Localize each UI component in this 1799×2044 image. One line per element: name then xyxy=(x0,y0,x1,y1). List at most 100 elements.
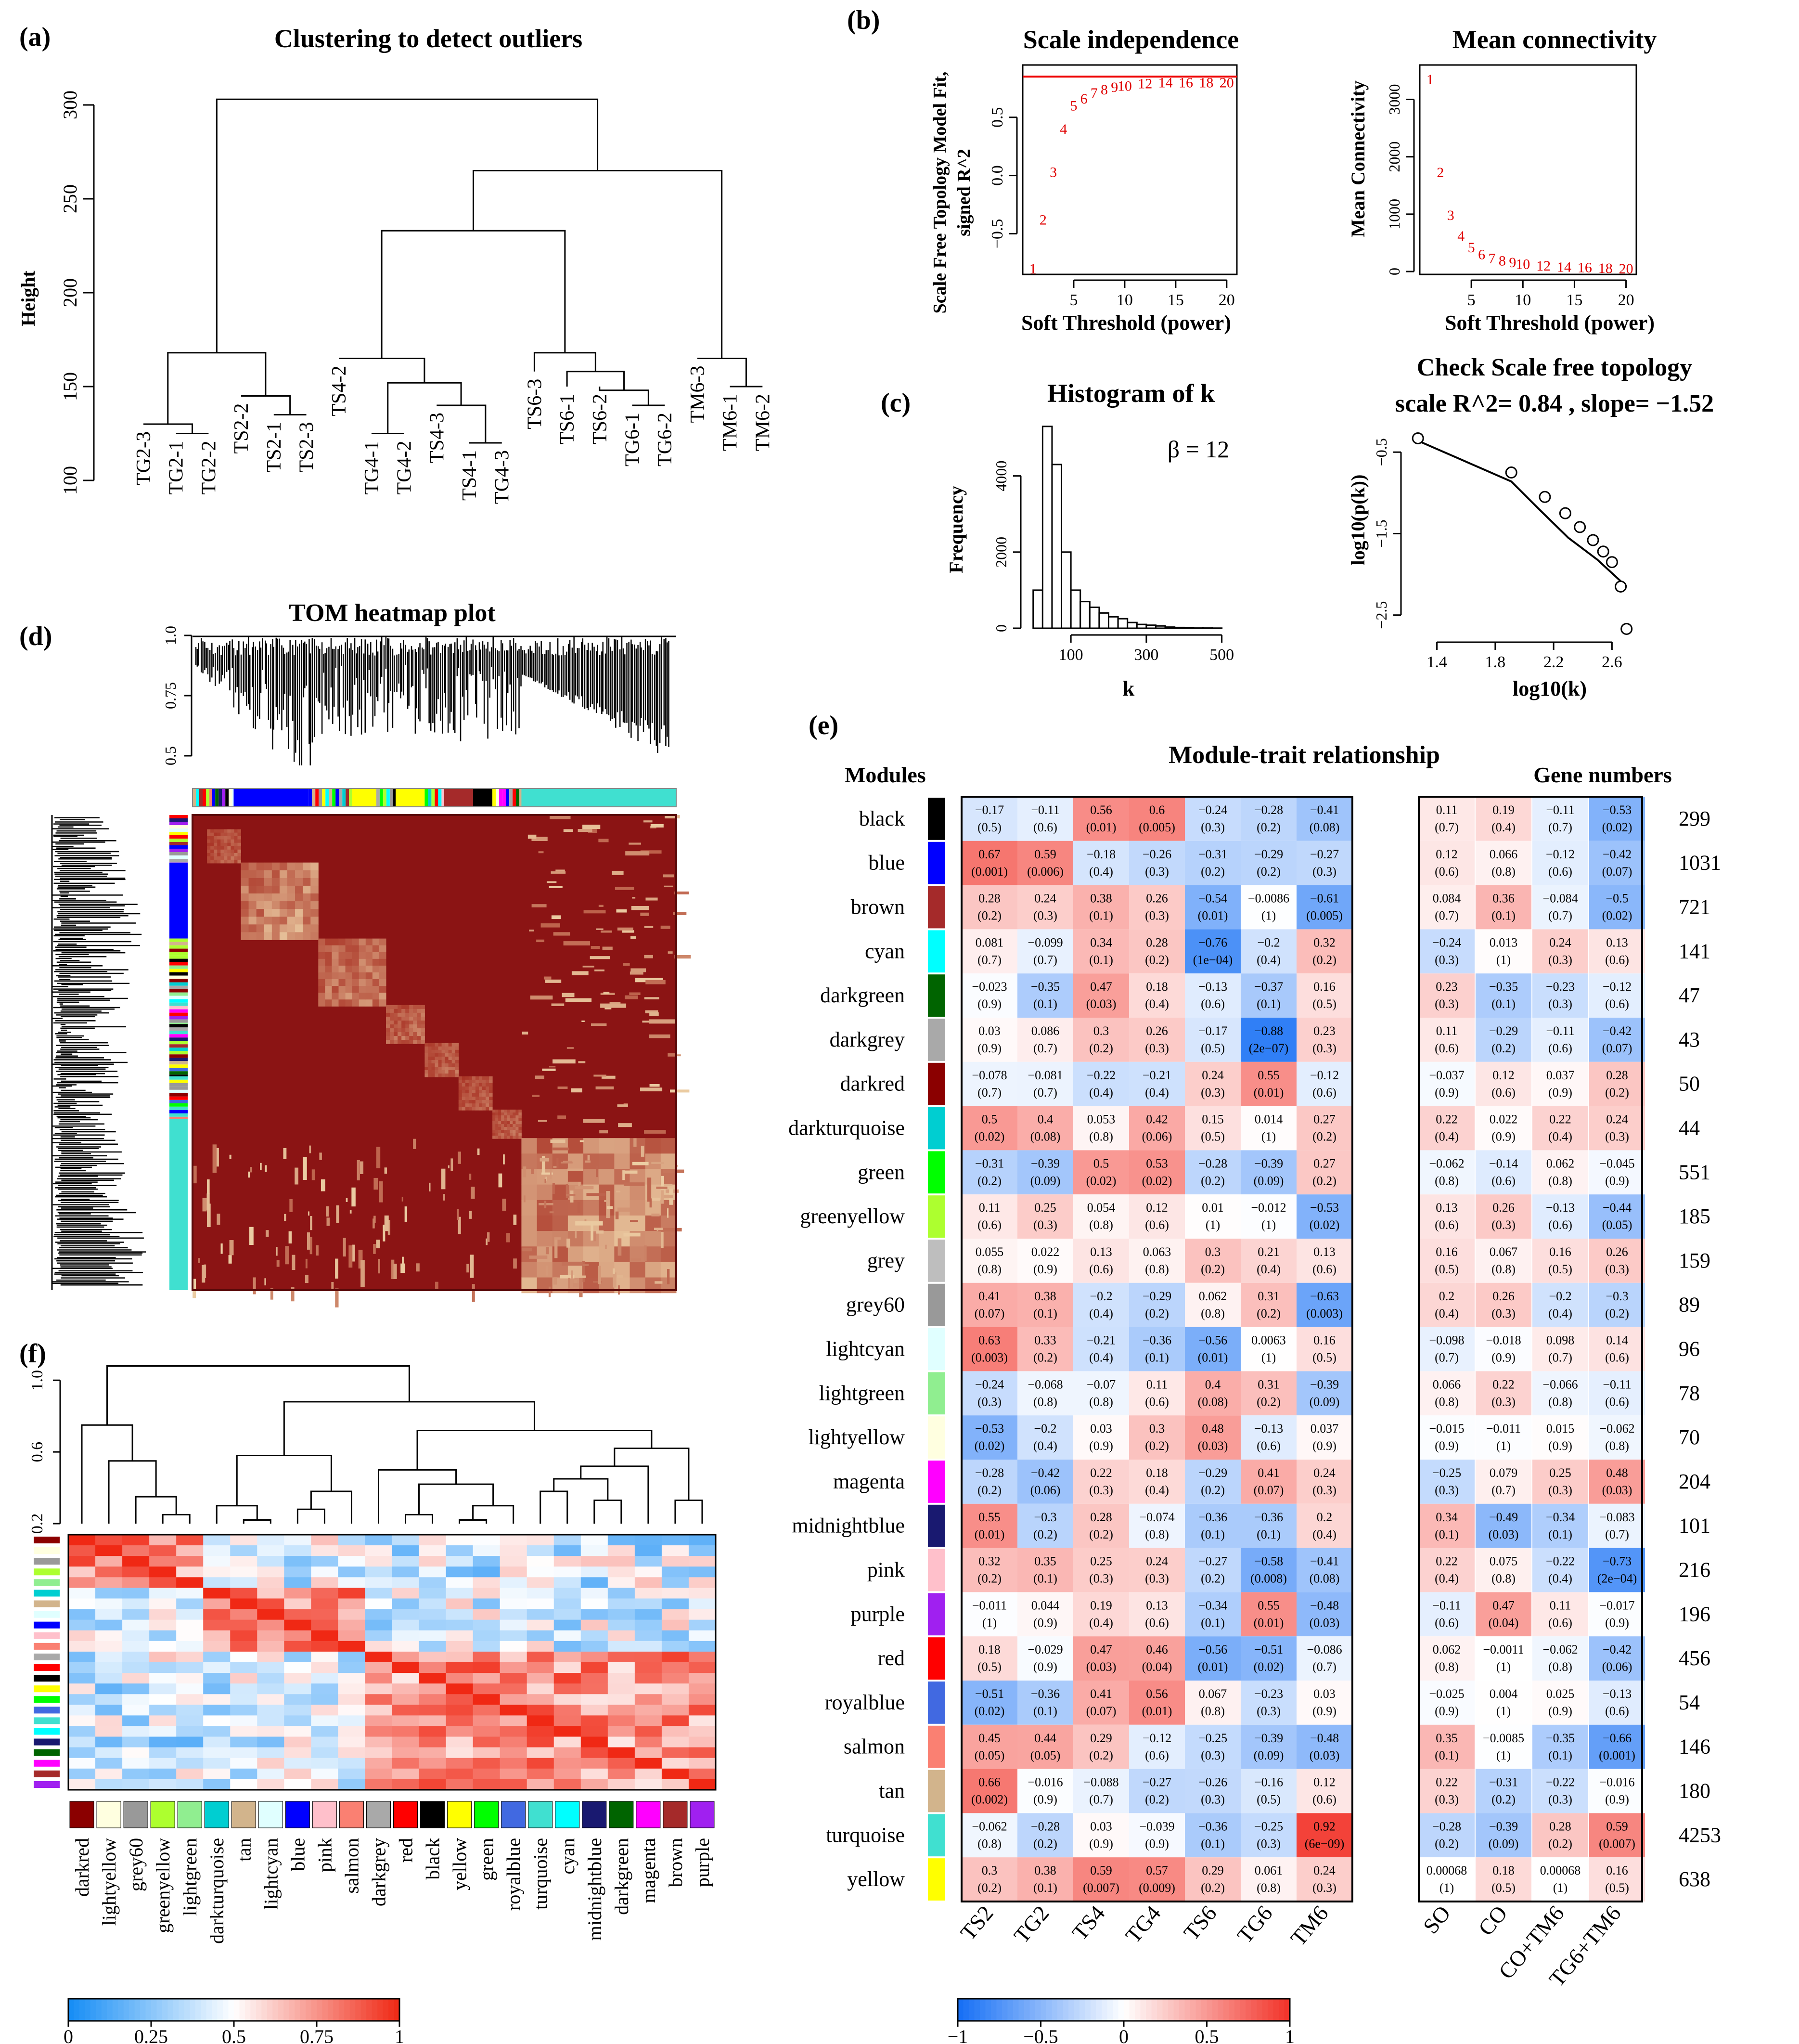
eigengene-cell xyxy=(527,1694,554,1705)
trait-cell xyxy=(1589,1681,1645,1725)
tom-speckle xyxy=(229,1154,231,1160)
tom-speckle xyxy=(472,1284,475,1302)
eigengene-cell xyxy=(580,1736,608,1748)
tom-cell xyxy=(424,1074,428,1077)
cell-pvalue: (0.8) xyxy=(1548,1660,1572,1674)
eigengene-cell xyxy=(338,1673,365,1684)
eigengene-cell xyxy=(553,1768,581,1780)
dendrogram-branch xyxy=(377,1469,457,1524)
module-color-strip xyxy=(169,975,188,979)
cell-pvalue: (0.7) xyxy=(1605,1527,1629,1541)
tom-speckle xyxy=(521,1248,532,1252)
eigengene-cell xyxy=(311,1641,338,1652)
y-tick-label: 1.0 xyxy=(162,626,179,645)
eigengene-cell xyxy=(580,1577,608,1588)
dendrogram-branch xyxy=(108,1460,157,1524)
cell-pvalue: (0.4) xyxy=(1435,1307,1459,1320)
eigengene-cell xyxy=(607,1683,635,1695)
eigengene-cell xyxy=(365,1641,392,1652)
tom-speckle xyxy=(457,1209,459,1220)
eigengene-cell xyxy=(203,1598,231,1610)
trait-cell xyxy=(1532,1592,1588,1637)
tom-speckle xyxy=(630,1220,638,1222)
cell-pvalue: (0.6) xyxy=(977,1218,1002,1232)
tom-cell xyxy=(310,909,319,917)
tom-cell xyxy=(310,932,319,940)
cell-pvalue: (0.08) xyxy=(1198,1395,1228,1409)
tom-speckle xyxy=(527,834,537,839)
tom-cell xyxy=(214,836,218,840)
colorbar-segment xyxy=(228,1999,234,2021)
tom-speckle xyxy=(458,1216,461,1234)
trait-cell xyxy=(1476,1018,1531,1062)
module-color-swatch xyxy=(928,1814,945,1857)
tom-cell xyxy=(441,1046,446,1050)
tom-speckle xyxy=(649,1034,670,1038)
tom-cell xyxy=(482,1097,486,1100)
cell-pvalue: (0.3) xyxy=(1257,1837,1281,1850)
tom-cell xyxy=(465,1103,469,1107)
tom-cell xyxy=(227,836,231,840)
tom-cell xyxy=(495,1130,499,1133)
trait-cell xyxy=(1297,1460,1352,1504)
cell-pvalue: (0.07) xyxy=(1254,1483,1284,1497)
trait-cell xyxy=(1419,1503,1475,1548)
trait-cell xyxy=(1419,1636,1475,1681)
tom-cell xyxy=(472,1107,476,1111)
cell-pvalue: (0.1) xyxy=(1145,1351,1169,1365)
colorbar-segment xyxy=(1246,1999,1252,2021)
tom-cell xyxy=(645,1231,661,1247)
eigengene-cell xyxy=(527,1535,554,1546)
tom-speckle xyxy=(596,928,604,930)
eigengene-cell xyxy=(634,1641,662,1652)
cell-correlation: −0.54 xyxy=(1198,892,1227,906)
tom-speckle xyxy=(265,1165,267,1172)
panel-b-scale-independence: Scale independence Soft Threshold (power… xyxy=(930,25,1239,335)
trait-cell xyxy=(962,1106,1017,1151)
eigengene-cell xyxy=(311,1694,338,1705)
trait-cell xyxy=(1129,1150,1185,1195)
cell-correlation: −0.11 xyxy=(1603,1377,1631,1391)
tom-cell xyxy=(501,1136,504,1139)
tom-cell xyxy=(630,1215,646,1231)
tom-cell xyxy=(458,1086,463,1090)
tom-speckle xyxy=(563,1161,573,1163)
cell-correlation: −0.23 xyxy=(1254,1687,1283,1701)
tom-cell xyxy=(455,1063,459,1067)
eigengene-cell xyxy=(419,1545,447,1556)
tom-speckle xyxy=(661,1176,665,1187)
cell-pvalue: (0.2) xyxy=(1145,1307,1169,1320)
point-label: 10 xyxy=(1516,257,1530,272)
eigengene-cell xyxy=(500,1598,527,1610)
tom-cell xyxy=(521,1200,538,1216)
eigengene-cell xyxy=(473,1609,501,1620)
tom-cell xyxy=(492,1124,496,1127)
eigengene-cell xyxy=(553,1779,581,1790)
cell-correlation: −0.12 xyxy=(1143,1731,1171,1745)
gene-count: 101 xyxy=(1679,1514,1710,1538)
tom-cell xyxy=(224,846,228,850)
tom-cell xyxy=(390,1016,394,1021)
tom-speckle xyxy=(554,1237,558,1258)
tom-cell xyxy=(472,1076,476,1080)
tom-speckle xyxy=(295,1167,298,1185)
eigengene-cell xyxy=(257,1556,284,1567)
point-label: 10 xyxy=(1118,78,1132,94)
module-color-strip xyxy=(169,1016,188,1020)
cell-pvalue: (0.3) xyxy=(1435,953,1459,967)
trait-cell xyxy=(1129,1592,1185,1637)
trait-cell xyxy=(962,1813,1017,1858)
tom-cell xyxy=(352,965,360,973)
cell-correlation: −0.2 xyxy=(1257,935,1280,949)
cell-pvalue: (0.03) xyxy=(1602,1483,1632,1497)
eigengene-cell xyxy=(338,1747,365,1759)
tom-cell xyxy=(435,1043,439,1047)
tom-speckle xyxy=(348,1245,353,1268)
tom-cell xyxy=(248,878,257,886)
module-color-swatch xyxy=(34,1653,60,1660)
trait-cell xyxy=(1532,1150,1588,1195)
data-point xyxy=(1620,622,1633,635)
tom-speckle xyxy=(555,869,565,872)
tom-cell xyxy=(518,1112,522,1116)
eigengene-frame xyxy=(67,1534,717,1791)
